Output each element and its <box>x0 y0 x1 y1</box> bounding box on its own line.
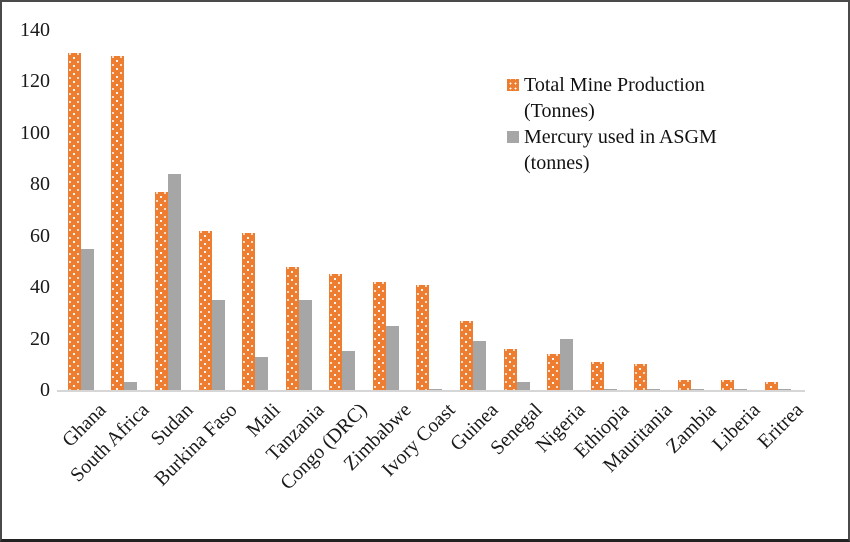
x-category-label: Zimbabwe <box>339 399 416 476</box>
bar-mercury-asgm <box>472 341 486 390</box>
bar-total-mine-production <box>285 267 299 390</box>
bar-total-mine-production <box>154 192 168 390</box>
bar-total-mine-production <box>372 282 386 390</box>
bar-mercury-asgm <box>560 339 574 390</box>
bar-mercury-asgm <box>603 389 617 390</box>
bar-mercury-asgm <box>342 351 356 390</box>
bar-mercury-asgm <box>211 300 225 390</box>
bar-total-mine-production <box>242 233 256 390</box>
bar-total-mine-production <box>503 349 517 390</box>
bar-group <box>547 30 574 390</box>
legend-item-total-mine-production: Total Mine Production (Tonnes) <box>507 72 807 124</box>
bar-group <box>329 30 356 390</box>
y-tick-label: 60 <box>30 224 50 247</box>
plot-area <box>59 30 800 390</box>
bar-mercury-asgm <box>516 382 530 390</box>
y-tick-label: 120 <box>20 70 50 93</box>
bar-mercury-asgm <box>255 357 269 390</box>
legend-label-line: (Tonnes) <box>524 100 595 122</box>
bar-group <box>590 30 617 390</box>
bar-group <box>372 30 399 390</box>
x-category-label: Mauritania <box>599 399 677 477</box>
bar-mercury-asgm <box>385 326 399 390</box>
bar-total-mine-production <box>329 274 343 390</box>
bar-total-mine-production <box>765 382 779 390</box>
bar-total-mine-production <box>590 362 604 390</box>
x-category-label: Zambia <box>661 399 721 458</box>
x-category-label: Sudan <box>146 399 198 450</box>
bar-mercury-asgm <box>690 389 704 390</box>
bar-mercury-asgm <box>124 382 138 390</box>
legend-item-mercury-asgm: Mercury used in ASGM (tonnes) <box>507 124 807 176</box>
y-axis: 0 20 40 60 80 100 120 140 <box>2 2 50 539</box>
y-tick-label: 0 <box>40 379 50 401</box>
x-category-label: Eritrea <box>753 399 808 454</box>
x-category-label: Senegal <box>485 399 547 460</box>
bar-mercury-asgm <box>298 300 312 390</box>
x-category-label: Congo (DRC) <box>276 399 372 495</box>
bar-group <box>111 30 138 390</box>
bar-total-mine-production <box>416 285 430 390</box>
bar-group <box>503 30 530 390</box>
bar-group <box>634 30 661 390</box>
legend-label: Total Mine Production (Tonnes) <box>524 72 705 124</box>
bar-mercury-asgm <box>167 174 181 390</box>
bar-total-mine-production <box>721 380 735 390</box>
bar-mercury-asgm <box>734 389 748 390</box>
bar-total-mine-production <box>547 354 561 390</box>
y-tick-label: 100 <box>20 121 50 144</box>
bar-total-mine-production <box>67 53 81 390</box>
x-category-label: Liberia <box>707 399 765 456</box>
x-category-label: Mali <box>242 399 285 442</box>
bar-group <box>242 30 269 390</box>
y-tick-label: 80 <box>30 173 50 196</box>
legend-swatch-orange-dotted-icon <box>507 79 519 91</box>
x-category-label: Guinea <box>446 399 503 456</box>
legend-label-line: (tonnes) <box>524 152 590 174</box>
bar-mercury-asgm <box>80 249 94 390</box>
bar-total-mine-production <box>634 364 648 390</box>
x-category-label: Ethiopia <box>569 399 634 463</box>
bar-group <box>459 30 486 390</box>
bar-mercury-asgm <box>778 389 792 390</box>
legend-label-line: Mercury used in ASGM <box>524 126 717 148</box>
bar-group <box>285 30 312 390</box>
bar-mercury-asgm <box>647 389 661 390</box>
bar-group <box>416 30 443 390</box>
bar-total-mine-production <box>111 56 125 390</box>
bar-total-mine-production <box>198 231 212 390</box>
bar-total-mine-production <box>677 380 691 390</box>
x-category-label: Tanzania <box>261 399 329 466</box>
legend: Total Mine Production (Tonnes) Mercury u… <box>507 72 807 176</box>
bar-group <box>765 30 792 390</box>
y-tick-label: 40 <box>30 276 50 299</box>
x-axis-line <box>57 390 805 392</box>
y-tick-label: 20 <box>30 327 50 350</box>
bar-group <box>677 30 704 390</box>
x-category-label: Ivory Coast <box>377 399 460 481</box>
x-category-label: Nigeria <box>531 399 590 457</box>
bar-total-mine-production <box>459 321 473 390</box>
bar-group <box>154 30 181 390</box>
bar-mercury-asgm <box>429 389 443 390</box>
legend-label-line: Total Mine Production <box>524 74 705 96</box>
bar-group <box>198 30 225 390</box>
legend-swatch-gray-icon <box>507 131 519 143</box>
bar-group <box>67 30 94 390</box>
y-tick-label: 140 <box>20 19 50 41</box>
legend-label: Mercury used in ASGM (tonnes) <box>524 124 717 176</box>
x-category-label: Burkina Faso <box>149 399 242 491</box>
bar-group <box>721 30 748 390</box>
